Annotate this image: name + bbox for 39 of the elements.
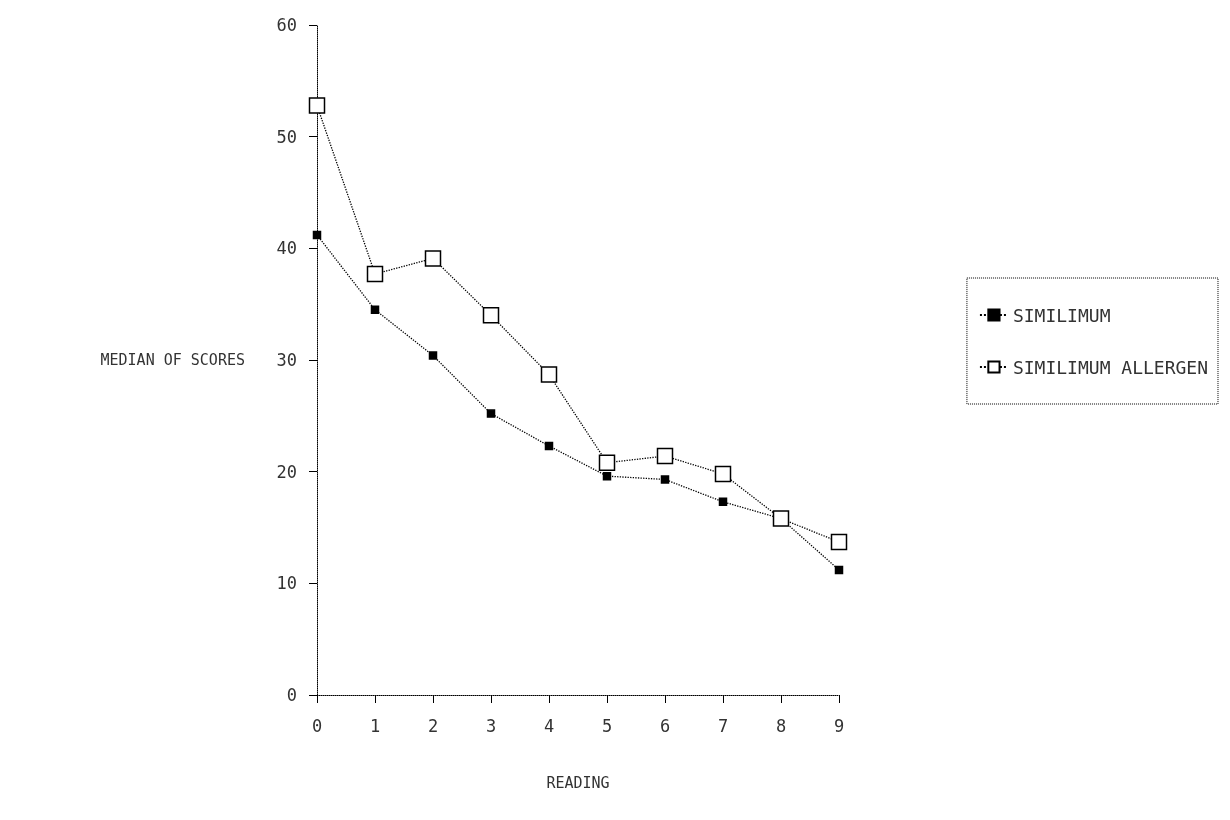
y-tick-label: 0 [286,685,297,705]
point [718,497,728,507]
point [598,454,616,471]
point [656,447,674,465]
point [424,250,442,267]
point [312,230,322,240]
legend-label: SIMILIMUM [1012,304,1111,326]
x-tick-label: 4 [543,715,555,736]
x-tick-label: 6 [659,715,671,736]
legend-label: SIMILIMUM ALLERGEN [1012,356,1209,378]
point [308,97,326,114]
point [540,366,558,383]
x-tick-label: 3 [485,715,497,736]
point [370,305,380,314]
x-tick-label: 1 [369,715,381,736]
x-tick-label: 0 [311,715,323,736]
point [834,565,844,575]
y-tick-label: 40 [276,238,297,259]
point [366,265,384,283]
point [428,351,438,360]
x-axis-title: READING [546,773,610,792]
point [482,307,500,324]
y-tick-label: 60 [276,15,297,35]
y-tick-label: 10 [276,573,297,594]
x-tick-label: 5 [601,715,613,736]
x-tick-label: 8 [775,715,787,736]
point [830,533,848,551]
point [602,471,612,481]
point [714,465,732,483]
y-axis-title: MEDIAN OF SCORES [100,351,245,369]
y-tick-label: 50 [276,126,297,147]
point [544,441,554,451]
y-tick-label: 30 [276,350,297,370]
x-tick-label: 2 [427,715,439,736]
point [486,409,496,418]
point [660,475,670,484]
x-tick-label: 7 [717,715,729,736]
y-tick-label: 20 [276,461,297,482]
x-tick-label: 9 [833,715,845,736]
